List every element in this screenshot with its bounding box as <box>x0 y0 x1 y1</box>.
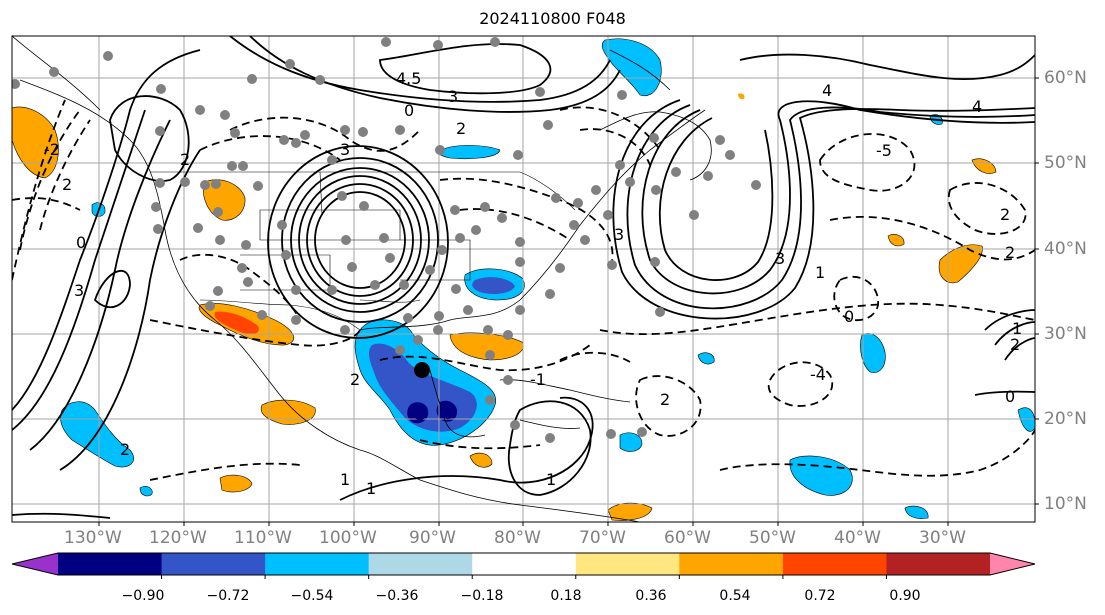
lon-label: 30°W <box>919 528 966 548</box>
cam-orange <box>219 474 253 493</box>
colorbar-segment <box>472 553 577 575</box>
atl-cyan-5 <box>904 505 929 519</box>
contour-label: 4.5 <box>396 69 421 88</box>
atl-cyan-2 <box>860 333 886 373</box>
colorbar <box>11 552 1036 579</box>
lon-label: 130°W <box>64 528 122 548</box>
colorbar-tick-label: −0.54 <box>290 588 334 604</box>
contour-label: 0 <box>404 101 414 120</box>
colorbar-segment <box>368 553 473 575</box>
contour-label: 1 <box>366 479 376 498</box>
atl-cyan-4 <box>697 352 715 365</box>
colorbar-segment <box>782 553 887 575</box>
contour-label: -1 <box>530 370 546 389</box>
baja-red <box>214 311 259 334</box>
map-title: 2024110800 F048 <box>479 9 626 28</box>
atl-orange-2 <box>887 234 905 247</box>
axis-ticks <box>98 77 1039 526</box>
lon-label: 60°W <box>664 528 711 548</box>
atl-orange-5 <box>738 93 745 100</box>
contour-label: 4 <box>822 81 832 100</box>
lat-label: 40°N <box>1044 239 1087 259</box>
contour-label: 0 <box>1005 387 1015 406</box>
contour-label: 1 <box>1012 319 1022 338</box>
atl-orange-1 <box>938 244 983 284</box>
ne-pacific-orange <box>12 106 59 179</box>
colorbar-tick-label: 0.90 <box>889 588 921 604</box>
contour-label: 2 <box>1000 205 1010 224</box>
colorbar-tick-label: 0.72 <box>804 588 836 604</box>
contour-label: 0 <box>76 233 86 252</box>
se-blue-inner <box>472 277 515 294</box>
colorbar-tick-label: −0.18 <box>460 588 504 604</box>
contour-label: 2 <box>660 390 670 409</box>
lon-label: 120°W <box>149 528 207 548</box>
contour-label: 2 <box>350 370 360 389</box>
contour-label: 4 <box>972 97 982 116</box>
atl-orange-4 <box>469 452 493 468</box>
contour-label-layer: 4.5 3 0 2 3 2 4 4 2 -5 2 0 3 1 3 -4 2 2 … <box>44 69 1022 498</box>
lat-label: 10°N <box>1044 494 1087 514</box>
contour-label: 3 <box>340 140 350 159</box>
coastlines <box>12 36 712 522</box>
lat-label: 60°N <box>1044 68 1087 88</box>
lat-label: 50°N <box>1044 153 1087 173</box>
colorbar-tick-label: −0.36 <box>375 588 419 604</box>
contour-label: 3 <box>775 249 785 268</box>
colorbar-tick-label: 0.36 <box>635 588 667 604</box>
pacific-cyan-3 <box>139 486 153 497</box>
contour-label: 2 <box>1010 335 1020 354</box>
contour-label: -4 <box>810 365 826 384</box>
colorbar-segment <box>886 553 991 575</box>
colorbar-outline <box>11 552 1036 576</box>
contour-label: 3 <box>614 225 624 244</box>
contour-label: 2 <box>62 175 72 194</box>
colorbar-segment <box>265 553 370 575</box>
colorbar-tick-label: −0.72 <box>206 588 250 604</box>
colorbar-extend-low <box>12 553 58 575</box>
markers <box>413 362 455 420</box>
contour-label: 2 <box>180 150 190 169</box>
lon-label: 50°W <box>749 528 796 548</box>
lon-label: 40°W <box>834 528 881 548</box>
shading-layer <box>12 38 1035 521</box>
contour-label: 3 <box>448 87 458 106</box>
colorbar-extend-high <box>990 553 1035 575</box>
lon-label: 90°W <box>409 528 456 548</box>
contour-label: 0 <box>844 307 854 326</box>
contour-label: 1 <box>340 470 350 489</box>
contour-label: 2 <box>120 440 130 459</box>
lon-label: 80°W <box>494 528 541 548</box>
contour-label: 1 <box>815 263 825 282</box>
lon-label: 100°W <box>319 528 377 548</box>
atl-cyan-3 <box>619 432 643 452</box>
graticule <box>12 36 1035 522</box>
contour-label: -5 <box>876 141 892 160</box>
atl-orange-3 <box>971 158 997 174</box>
lon-label: 110°W <box>234 528 292 548</box>
florida-orange <box>449 332 524 361</box>
colorbar-tick-label: 0.54 <box>719 588 751 604</box>
colorbar-segment <box>58 553 163 575</box>
atl-cyan-6 <box>1017 407 1035 432</box>
lat-label: 30°N <box>1044 324 1087 344</box>
colorbar-segment <box>161 553 266 575</box>
contour-label: 2 <box>456 119 466 138</box>
contour-label: 3 <box>74 281 84 300</box>
contour-label: 2 <box>1005 243 1015 262</box>
solid-contours <box>12 36 1035 519</box>
stations <box>12 37 761 443</box>
colorbar-segment <box>575 553 680 575</box>
colorbar-tick-label: −0.90 <box>121 588 165 604</box>
colorbar-tick-label: 0.18 <box>550 588 582 604</box>
lat-label: 20°N <box>1044 409 1087 429</box>
contour-label: 1 <box>546 470 556 489</box>
contour-label: -2 <box>44 140 60 159</box>
lon-label: 70°W <box>579 528 626 548</box>
colorbar-segment <box>679 553 784 575</box>
